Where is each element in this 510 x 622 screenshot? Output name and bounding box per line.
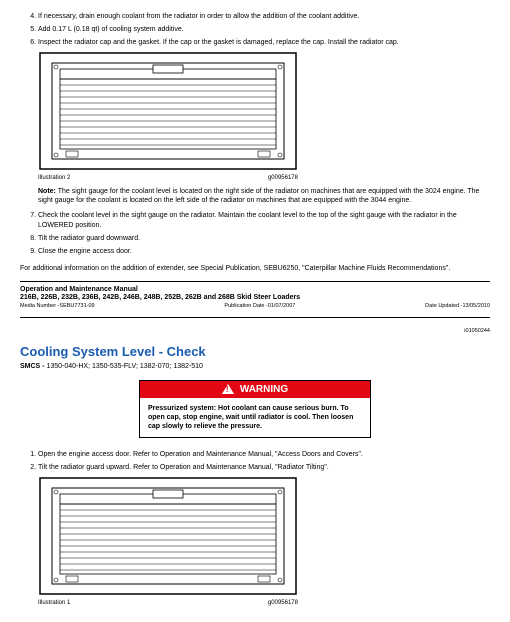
fig2-caption-left: Illustration 1 <box>38 600 70 606</box>
section-heading: Cooling System Level - Check <box>20 344 490 359</box>
step-6: Inspect the radiator cap and the gasket.… <box>38 38 490 47</box>
document-id: i01050244 <box>20 328 490 334</box>
fig2-caption-right: g00956178 <box>268 600 298 606</box>
warning-header: WARNING <box>140 381 370 398</box>
publication-date: Publication Date -01/07/2007 <box>224 303 295 309</box>
note-label: Note: <box>38 188 56 195</box>
additional-info: For additional information on the additi… <box>20 264 490 273</box>
warning-box: WARNING Pressurized system: Hot coolant … <box>139 380 371 438</box>
step-5: Add 0.17 L (0.18 qt) of cooling system a… <box>38 25 490 34</box>
media-number: Media Number -SEBU7731-09 <box>20 303 95 309</box>
smcs-label: SMCS - <box>20 363 45 370</box>
smcs-codes: 1350-040-HX; 1350-535-FLV; 1382-070; 138… <box>46 363 202 370</box>
warning-triangle-icon <box>222 384 234 394</box>
manual-models: 216B, 226B, 232B, 236B, 242B, 246B, 248B… <box>20 294 490 301</box>
date-updated: Date Updated -13/05/2010 <box>425 303 490 309</box>
manual-title: Operation and Maintenance Manual <box>20 286 490 293</box>
illustration-1: Illustration 1 g00956178 <box>38 476 490 606</box>
separator-1 <box>20 281 490 282</box>
step-4: If necessary, drain enough coolant from … <box>38 12 490 21</box>
procedure-steps-mid: Check the coolant level in the sight gau… <box>20 211 490 255</box>
note-block: Note: The sight gauge for the coolant le… <box>38 187 490 205</box>
step-9: Close the engine access door. <box>38 247 490 256</box>
radiator-diagram <box>38 51 298 173</box>
publication-row: Media Number -SEBU7731-09 Publication Da… <box>20 303 490 309</box>
step-b2: Tilt the radiator guard upward. Refer to… <box>38 463 490 472</box>
fig1-caption-right: g00956178 <box>268 175 298 181</box>
note-text: The sight gauge for the coolant level is… <box>38 188 479 204</box>
warning-body: Pressurized system: Hot coolant can caus… <box>140 398 370 437</box>
separator-2 <box>20 317 490 318</box>
step-b1: Open the engine access door. Refer to Op… <box>38 450 490 459</box>
illustration-2: Illustration 2 g00956178 <box>38 51 490 181</box>
fig1-caption-left: Illustration 2 <box>38 175 70 181</box>
step-8: Tilt the radiator guard downward. <box>38 234 490 243</box>
warning-label: WARNING <box>240 384 288 395</box>
step-7: Check the coolant level in the sight gau… <box>38 211 490 229</box>
radiator-diagram-2 <box>38 476 298 598</box>
procedure-steps-top: If necessary, drain enough coolant from … <box>20 12 490 47</box>
smcs-line: SMCS - 1350-040-HX; 1350-535-FLV; 1382-0… <box>20 363 490 370</box>
procedure-steps-bottom: Open the engine access door. Refer to Op… <box>20 450 490 472</box>
